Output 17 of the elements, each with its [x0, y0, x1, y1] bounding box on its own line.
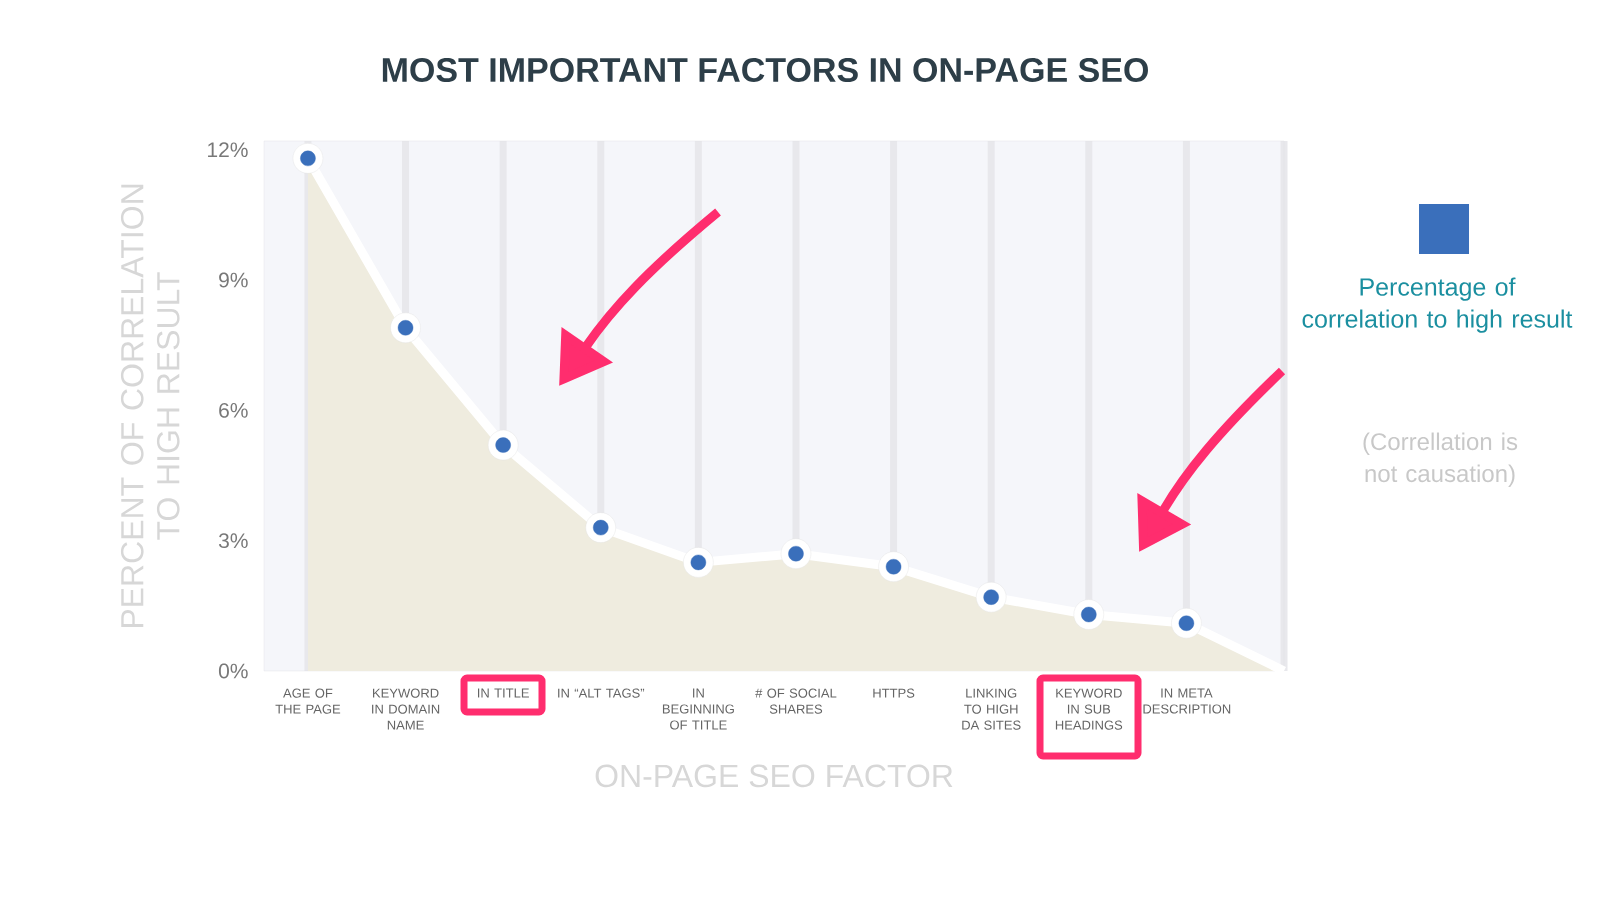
legend-label: Percentage of correlation to high result — [1302, 277, 1573, 333]
x-tick-label: IN “ALT TAGS” — [558, 688, 645, 698]
x-tick-label: KEYWORD IN DOMAIN NAME — [372, 688, 440, 730]
x-tick-label: AGE OF THE PAGE — [275, 688, 341, 714]
y-tick-label: 6% — [219, 402, 248, 418]
x-tick-label: IN TITLE — [477, 688, 529, 698]
y-tick-label: 0% — [218, 663, 248, 679]
y-tick-label: 3% — [218, 533, 248, 549]
x-tick-label: # OF SOCIAL SHARES — [755, 688, 837, 714]
y-tick-label: 12% — [208, 142, 248, 158]
chart-title: MOST IMPORTANT FACTORS IN ON-PAGE SEO — [382, 57, 1148, 83]
x-tick-label: LINKING TO HIGH DA SITES — [962, 688, 1021, 730]
y-tick-label: 9% — [219, 272, 248, 288]
x-tick-label: IN BEGINNING OF TITLE — [662, 688, 734, 730]
x-tick-label: HTTPS — [873, 688, 915, 698]
x-tick-label: IN META DESCRIPTION — [1143, 688, 1231, 714]
x-tick-label: KEYWORD IN SUB HEADINGS — [1055, 688, 1123, 730]
